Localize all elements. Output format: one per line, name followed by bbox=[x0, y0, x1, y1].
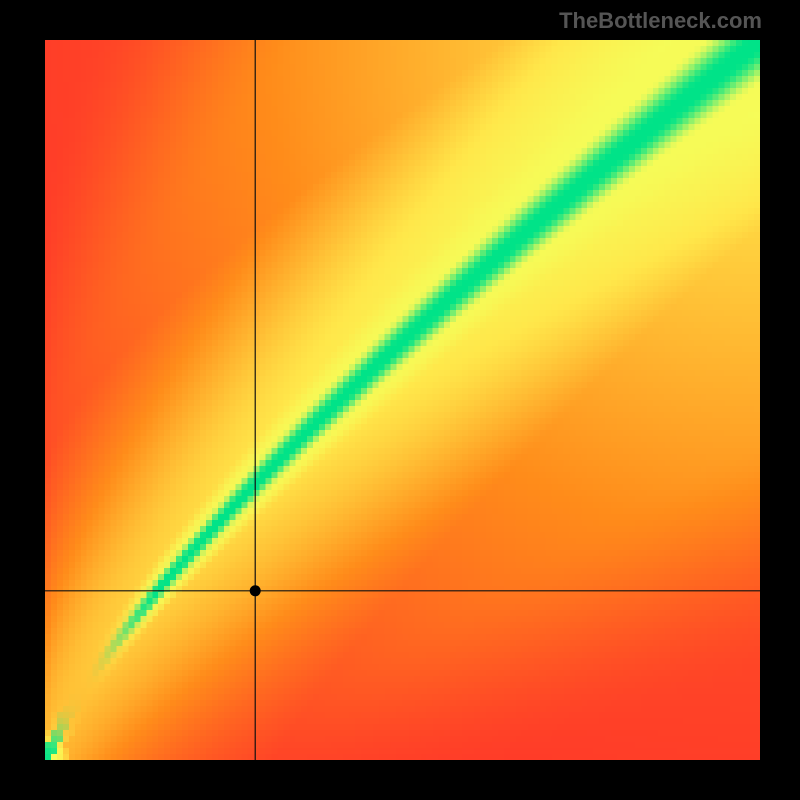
bottleneck-heatmap bbox=[45, 40, 760, 760]
watermark-text: TheBottleneck.com bbox=[559, 8, 762, 34]
chart-root: TheBottleneck.com bbox=[0, 0, 800, 800]
